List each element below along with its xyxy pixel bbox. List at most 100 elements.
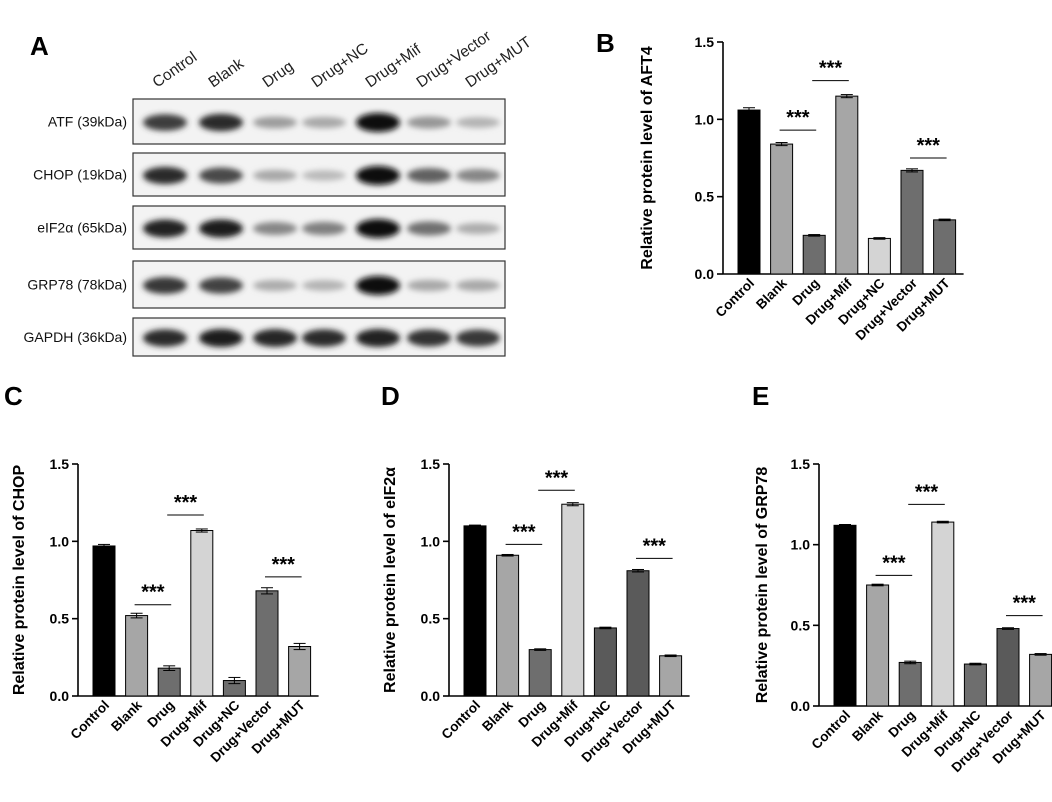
y-tick-label: 1.5 bbox=[791, 456, 811, 472]
blot-rows: ATF (39kDa) CHOP (19kDa) eIF2α (65kDa) GRP7… bbox=[24, 98, 506, 357]
significance-label: *** bbox=[512, 521, 536, 543]
category-label: Control bbox=[439, 698, 484, 743]
bar bbox=[963, 663, 987, 707]
blot-row: GAPDH (36kDa) bbox=[24, 317, 506, 357]
y-tick-label: 0.0 bbox=[791, 698, 811, 714]
blot-row: GRP78 (78kDa) bbox=[27, 260, 506, 309]
bar bbox=[898, 661, 922, 707]
blot-band bbox=[143, 219, 187, 238]
blot-band bbox=[302, 170, 346, 181]
significance-label: *** bbox=[917, 135, 941, 157]
y-tick-label: 1.0 bbox=[695, 111, 715, 127]
category-label: Blank bbox=[108, 697, 145, 734]
blot-band bbox=[456, 169, 500, 182]
y-axis-label: Relative protein level of GRP78 bbox=[754, 467, 771, 704]
blot-band bbox=[407, 329, 451, 347]
lane-label: Drug+Mif bbox=[363, 41, 425, 92]
significance-label: *** bbox=[643, 535, 667, 557]
blot-band bbox=[456, 329, 500, 347]
blot-band bbox=[199, 219, 243, 238]
category-label: Control bbox=[68, 698, 113, 743]
blot-band bbox=[302, 280, 346, 291]
panel-letter: C bbox=[4, 381, 23, 411]
blot-band bbox=[253, 329, 297, 347]
category-label: Blank bbox=[849, 707, 886, 744]
bar-chart-chop: C Relative protein level of CHOP 0.0 0.5 1.0… bbox=[4, 381, 319, 765]
bar-chart-aft4: B Relative protein level of AFT4 0.0 0.5 1.0… bbox=[596, 28, 964, 343]
bar bbox=[996, 628, 1020, 707]
blot-band bbox=[199, 328, 243, 348]
protein-label: ATF (39kDa) bbox=[48, 114, 127, 130]
bar bbox=[561, 503, 585, 697]
blot-band bbox=[407, 279, 451, 292]
blot-row: ATF (39kDa) bbox=[48, 98, 506, 145]
blot-band bbox=[302, 221, 346, 236]
y-tick-label: 0.5 bbox=[791, 617, 811, 633]
y-tick-label: 0.5 bbox=[695, 189, 715, 205]
y-axis-label: Relative protein level of AFT4 bbox=[639, 46, 656, 270]
bar-chart-eif2a: D Relative protein level of eIF2α 0.0 0.5 1.… bbox=[381, 381, 690, 765]
category-label: Blank bbox=[479, 697, 516, 734]
bar-chart-grp78: E Relative protein level of GRP78 0.0 0.5 1.… bbox=[752, 381, 1052, 775]
bar bbox=[931, 521, 955, 707]
blot-band bbox=[143, 114, 187, 131]
bar bbox=[770, 143, 794, 275]
bar bbox=[626, 570, 650, 697]
panel-letter-a: A bbox=[30, 31, 49, 61]
blot-band bbox=[356, 166, 400, 185]
blot-band bbox=[407, 168, 451, 183]
y-tick-label: 0.5 bbox=[50, 611, 70, 627]
bar bbox=[496, 554, 520, 697]
blot-band bbox=[302, 116, 346, 129]
category-label: Control bbox=[713, 276, 758, 321]
protein-label: CHOP (19kDa) bbox=[33, 167, 127, 183]
blot-band bbox=[143, 329, 187, 347]
y-tick-label: 1.5 bbox=[50, 456, 70, 472]
blot-band bbox=[199, 113, 243, 132]
blot-band bbox=[407, 116, 451, 129]
panel-letter: E bbox=[752, 381, 769, 411]
bar bbox=[92, 545, 116, 697]
y-tick-label: 0.0 bbox=[50, 688, 70, 704]
category-label: Control bbox=[809, 708, 854, 753]
y-tick-label: 0.0 bbox=[695, 266, 715, 282]
bar bbox=[900, 169, 924, 275]
significance-label: *** bbox=[915, 481, 939, 503]
blot-band bbox=[199, 277, 243, 294]
significance-label: *** bbox=[272, 554, 296, 576]
blot-band bbox=[253, 222, 297, 235]
lane-label: Blank bbox=[206, 55, 248, 91]
category-label: Blank bbox=[753, 275, 790, 312]
bar bbox=[288, 646, 312, 697]
blot-row: eIF2α (65kDa) bbox=[37, 205, 506, 250]
panel-letter: D bbox=[381, 381, 400, 411]
significance-label: *** bbox=[1013, 593, 1037, 615]
protein-label: GAPDH (36kDa) bbox=[24, 329, 127, 345]
western-blot-panel: A Control Blank Drug Drug+NCDrug+MifDrug+Ve… bbox=[24, 28, 536, 357]
y-tick-label: 1.0 bbox=[421, 533, 441, 549]
bar bbox=[190, 530, 214, 697]
bar bbox=[867, 237, 891, 275]
blot-band bbox=[407, 221, 451, 236]
blot-band bbox=[143, 277, 187, 294]
blot-band bbox=[456, 222, 500, 235]
lane-label: Drug+NC bbox=[309, 40, 372, 91]
significance-label: *** bbox=[819, 58, 843, 80]
bar bbox=[255, 590, 279, 697]
lane-label: Control bbox=[150, 49, 201, 92]
y-tick-label: 1.5 bbox=[695, 34, 715, 50]
significance-label: *** bbox=[786, 107, 810, 129]
y-axis-label: Relative protein level of CHOP bbox=[11, 465, 28, 696]
protein-label: GRP78 (78kDa) bbox=[27, 277, 127, 293]
blot-band bbox=[356, 113, 400, 132]
bar bbox=[125, 615, 149, 697]
blot-lane-labels: Control Blank Drug Drug+NCDrug+MifDrug+Vect… bbox=[150, 28, 536, 92]
blot-band bbox=[456, 117, 500, 128]
significance-label: *** bbox=[882, 552, 906, 574]
blot-band bbox=[356, 219, 400, 238]
bar bbox=[593, 627, 617, 697]
y-tick-label: 0.0 bbox=[421, 688, 441, 704]
significance-label: *** bbox=[141, 582, 165, 604]
y-tick-label: 1.0 bbox=[50, 533, 70, 549]
